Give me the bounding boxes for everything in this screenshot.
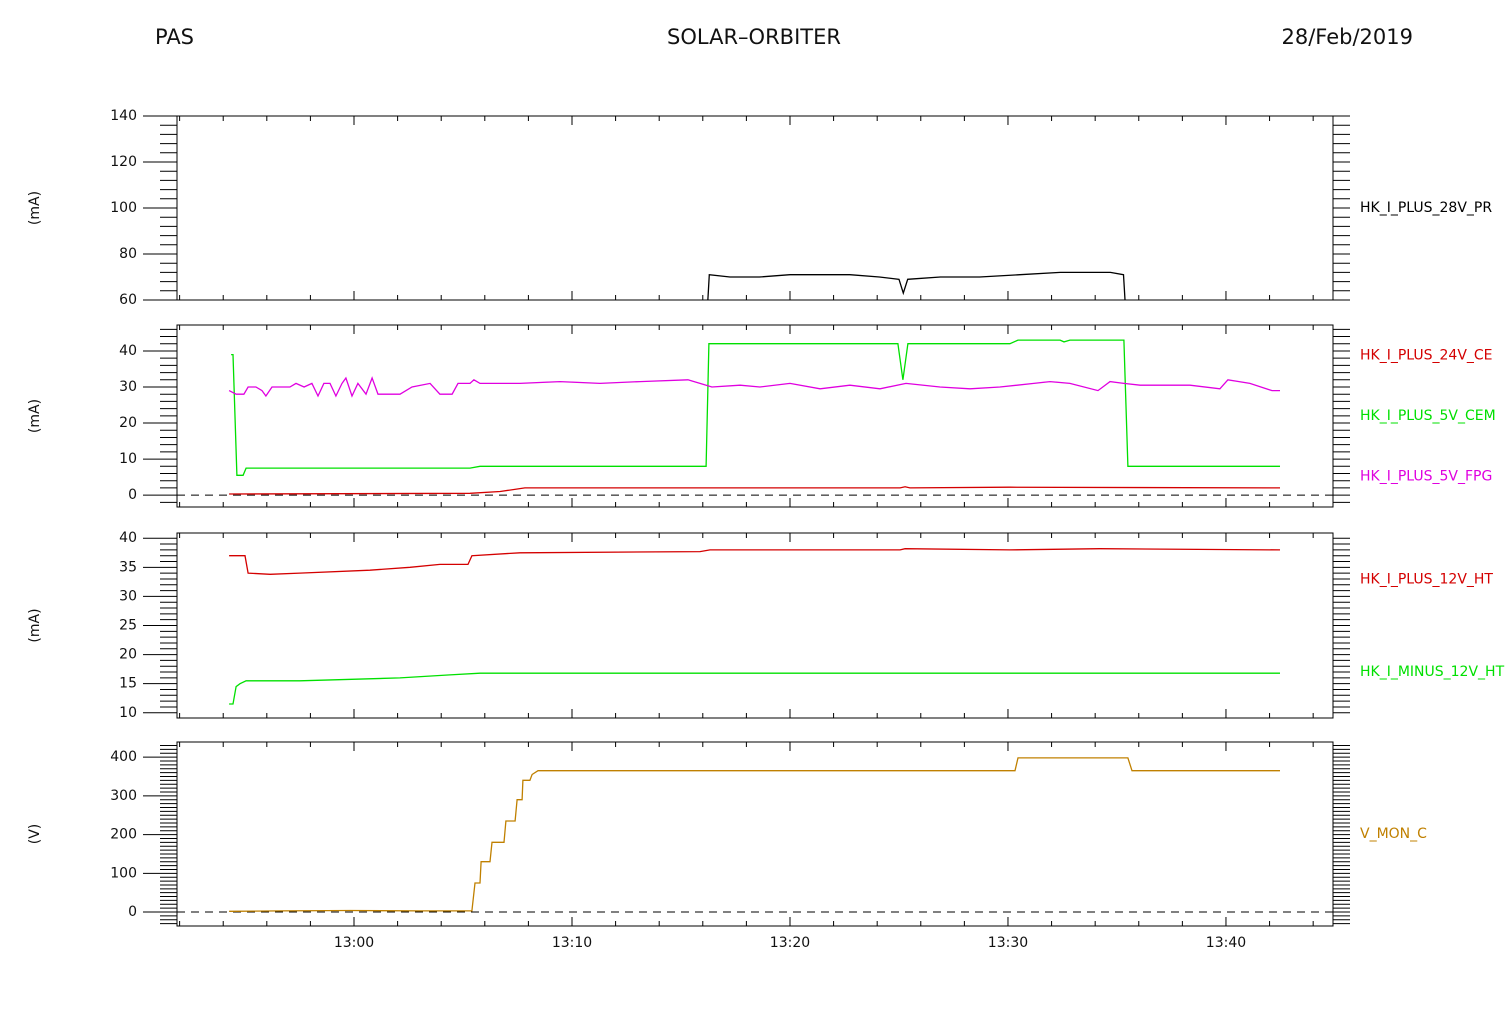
- y-tick-label: 300: [110, 788, 137, 804]
- series-line: [229, 672, 1280, 705]
- series-line: [707, 271, 1126, 300]
- y-tick-label: 120: [110, 154, 137, 170]
- legend-label: HK_I_PLUS_5V_CEM: [1360, 408, 1496, 424]
- y-tick-label: 20: [119, 415, 137, 431]
- y-axis-label: (mA): [27, 399, 43, 433]
- y-tick-label: 0: [128, 487, 137, 503]
- y-tick-label: 30: [119, 588, 137, 604]
- y-tick-label: 25: [119, 618, 137, 634]
- y-tick-label: 40: [119, 343, 137, 359]
- y-tick-label: 10: [119, 451, 137, 467]
- plot-frame: [176, 741, 1334, 927]
- header-left: PAS: [155, 25, 194, 49]
- y-tick-label: 40: [119, 530, 137, 546]
- y-tick-label: 0: [128, 904, 137, 920]
- series-line: [229, 757, 1280, 912]
- plot-frame: [176, 532, 1334, 719]
- y-tick-label: 400: [110, 749, 137, 765]
- y-tick-label: 100: [110, 865, 137, 881]
- plot-frame: [176, 324, 1334, 508]
- series-line: [229, 486, 1281, 495]
- x-tick-label: 13:10: [552, 935, 592, 951]
- header-date: 28/Feb/2019: [1282, 25, 1414, 49]
- legend-label: HK_I_PLUS_24V_CE: [1360, 347, 1493, 363]
- y-axis-label: (mA): [27, 191, 43, 225]
- y-tick-label: 200: [110, 827, 137, 843]
- series-line: [231, 339, 1280, 476]
- y-tick-label: 80: [119, 246, 137, 262]
- y-axis-label: (V): [27, 824, 43, 845]
- x-tick-label: 13:30: [988, 935, 1028, 951]
- y-tick-label: 20: [119, 647, 137, 663]
- header-title: SOLAR–ORBITER: [667, 25, 841, 49]
- series-line: [229, 548, 1281, 575]
- y-axis-label: (mA): [27, 608, 43, 642]
- y-tick-label: 60: [119, 292, 137, 308]
- plot-frame: [176, 115, 1334, 301]
- y-tick-label: 35: [119, 559, 137, 575]
- y-tick-label: 30: [119, 379, 137, 395]
- y-tick-label: 15: [119, 676, 137, 692]
- y-tick-label: 140: [110, 108, 137, 124]
- x-tick-label: 13:40: [1206, 935, 1246, 951]
- y-tick-label: 100: [110, 200, 137, 216]
- x-tick-label: 13:20: [770, 935, 810, 951]
- legend-label: HK_I_MINUS_12V_HT: [1360, 664, 1505, 680]
- y-tick-label: 10: [119, 705, 137, 721]
- x-tick-label: 13:00: [334, 935, 374, 951]
- series-line: [228, 376, 1280, 398]
- legend-label: HK_I_PLUS_5V_FPG: [1360, 469, 1492, 485]
- legend-label: V_MON_C: [1360, 826, 1427, 842]
- legend-label: HK_I_PLUS_12V_HT: [1360, 571, 1493, 587]
- legend-label: HK_I_PLUS_28V_PR: [1360, 200, 1492, 216]
